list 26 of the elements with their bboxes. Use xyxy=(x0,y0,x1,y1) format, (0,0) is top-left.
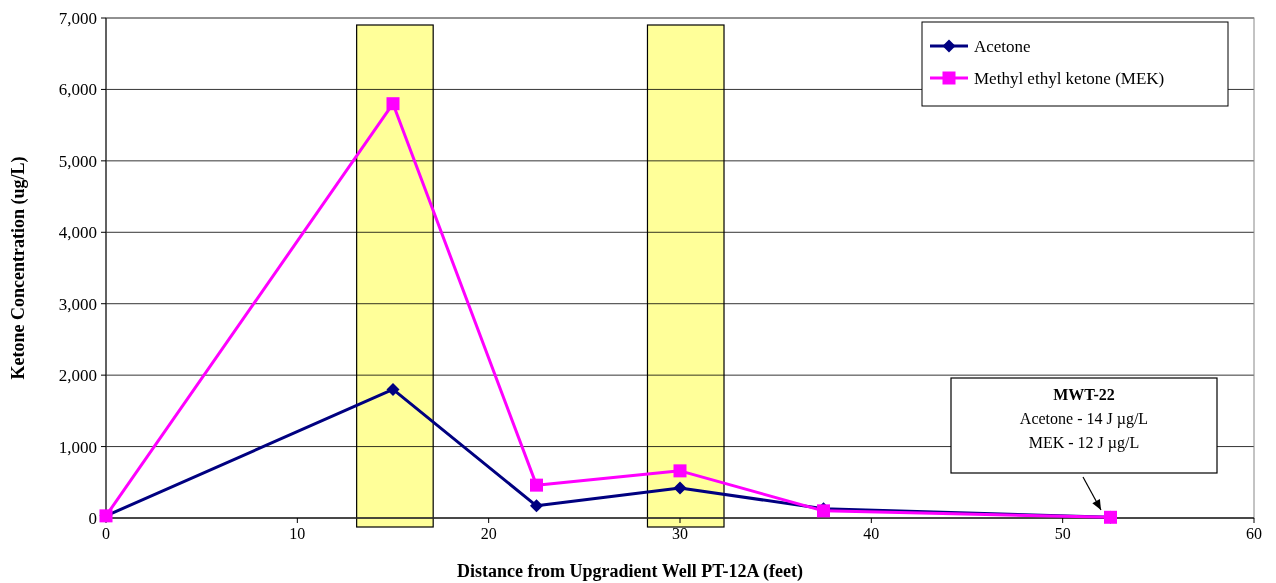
point xyxy=(530,499,543,513)
y-tick-label: 3,000 xyxy=(58,294,97,314)
annotation: MWT-22 Acetone - 14 J µg/L MEK - 12 J µg/L xyxy=(1019,386,1149,452)
y-axis-title: Ketone Concentration (ug/L) xyxy=(8,156,29,380)
x-tick-label: 20 xyxy=(480,525,497,542)
x-tick-label: 50 xyxy=(1054,525,1071,542)
point xyxy=(386,382,400,396)
x-tick-label: 10 xyxy=(289,525,306,542)
point xyxy=(530,478,543,492)
x-tick-label: 30 xyxy=(672,525,688,542)
point xyxy=(673,481,687,495)
x-axis-title: Distance from Upgradient Well PT-12A (feet) xyxy=(456,561,804,582)
point xyxy=(386,97,400,111)
legend-label: Methyl ethyl ketone (MEK) xyxy=(974,69,1165,88)
legend-label: Acetone xyxy=(974,37,1031,56)
x-tick-label: 40 xyxy=(863,525,880,542)
y-tick-label: 1,000 xyxy=(58,437,97,457)
y-tick-label: 4,000 xyxy=(58,223,97,243)
x-tick-label: 60 xyxy=(1246,525,1262,542)
point xyxy=(673,464,687,478)
y-tick-label: 5,000 xyxy=(58,151,97,171)
y-tick-label: 2,000 xyxy=(58,366,97,386)
x-tick-label: 0 xyxy=(102,525,110,542)
y-tick-label: 7,000 xyxy=(58,9,97,28)
y-tick-label: 0 xyxy=(88,509,97,528)
y-tick-label: 6,000 xyxy=(58,80,97,100)
